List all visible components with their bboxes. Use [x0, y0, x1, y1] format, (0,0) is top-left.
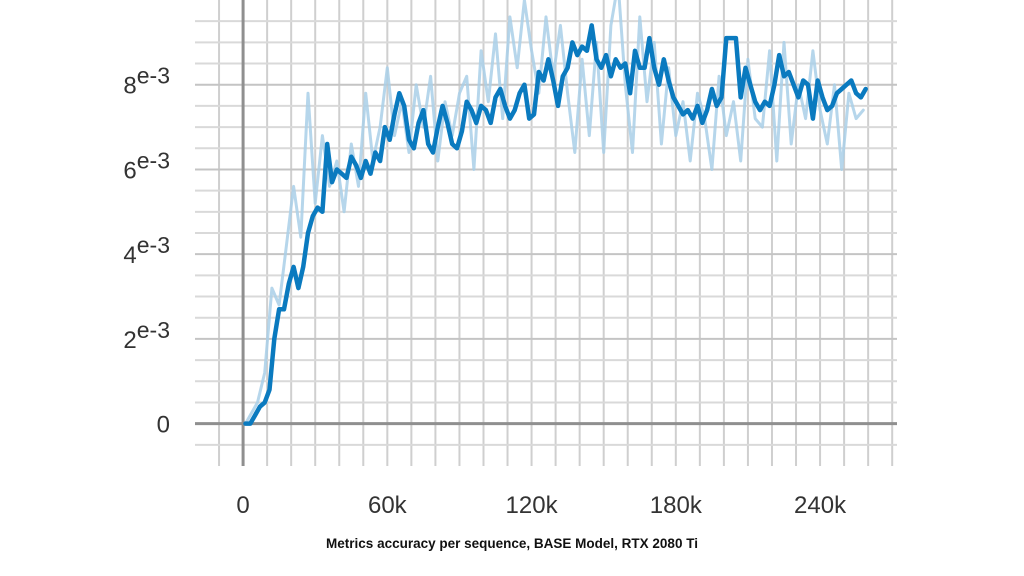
chart-caption: Metrics accuracy per sequence, BASE Mode… — [326, 536, 698, 551]
x-tick-label: 60k — [368, 492, 408, 519]
smoothed-series-line — [243, 23, 868, 426]
raw-series-line — [244, 0, 865, 426]
y-tick-exponent: e-3 — [137, 317, 170, 343]
x-tick-label: 0 — [236, 492, 249, 519]
x-tick-label: 120k — [506, 492, 559, 519]
y-tick-label: 8e-3 — [123, 63, 170, 100]
y-tick-base: 0 — [157, 412, 170, 439]
x-tick-labels: 0 60k 120k 180k 240k — [236, 492, 847, 519]
y-tick-base: 2 — [123, 327, 136, 354]
y-tick-exponent: e-3 — [137, 63, 170, 89]
y-tick-base: 8 — [123, 73, 136, 100]
y-tick-label: 2e-3 — [123, 317, 170, 354]
x-tick-label: 180k — [650, 492, 703, 519]
y-tick-labels: 02e-34e-36e-38e-3 — [123, 63, 170, 439]
series-layer — [243, 0, 868, 426]
y-tick-exponent: e-3 — [137, 232, 170, 258]
y-tick-label: 0 — [157, 412, 170, 439]
x-tick-label: 240k — [794, 492, 847, 519]
y-tick-label: 6e-3 — [123, 147, 170, 184]
y-tick-base: 4 — [123, 242, 136, 269]
y-tick-base: 6 — [123, 157, 136, 184]
y-tick-label: 4e-3 — [123, 232, 170, 269]
y-tick-exponent: e-3 — [137, 147, 170, 173]
